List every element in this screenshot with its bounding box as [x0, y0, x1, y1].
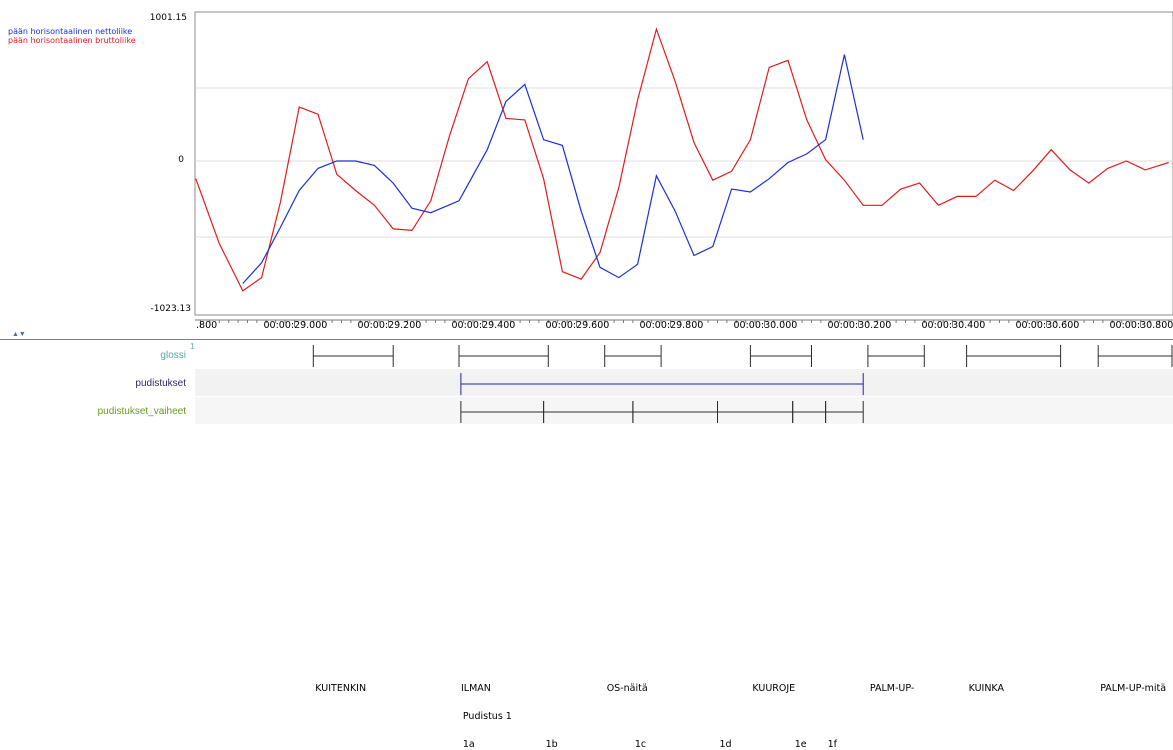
phase-annotation-label[interactable]: 1b: [546, 739, 558, 750]
gloss-annotation-label[interactable]: KUINKA: [969, 683, 1004, 694]
gloss-annotation-label[interactable]: OS-näitä: [607, 683, 648, 694]
phase-annotation-label[interactable]: 1d: [720, 739, 732, 750]
phase-annotation-label[interactable]: 1a: [463, 739, 475, 750]
time-ruler-label: 00:00:29.200: [358, 320, 422, 331]
gloss-annotation-label[interactable]: KUUROJE: [752, 683, 795, 694]
time-ruler-start-label: .800: [196, 320, 217, 331]
time-ruler-label: 00:00:30.800: [1110, 320, 1173, 331]
collapse-arrows-icon[interactable]: ▲▼: [12, 331, 26, 338]
phase-annotation-layer: [461, 401, 863, 423]
time-ruler-label: 00:00:30.600: [1016, 320, 1080, 331]
gloss-annotation-label[interactable]: ILMAN: [461, 683, 491, 694]
phase-annotation-label[interactable]: 1f: [828, 739, 837, 750]
gloss-annotation-label[interactable]: PALM-UP-: [870, 683, 914, 694]
line-chart: [0, 0, 1173, 339]
gloss-annotation-layer: [313, 345, 1172, 367]
pudistus-annotation-label[interactable]: Pudistus 1: [463, 711, 512, 722]
time-ruler-label: 00:00:29.600: [546, 320, 610, 331]
time-ruler-label: 00:00:30.400: [922, 320, 986, 331]
annotation-tiers: glossi pudistukset pudistukset_vaiheet 1…: [0, 339, 1173, 424]
phase-annotation-label[interactable]: 1c: [635, 739, 646, 750]
plot-frame: [195, 12, 1173, 315]
phase-annotation-label[interactable]: 1e: [795, 739, 807, 750]
time-ruler-label: 00:00:29.800: [640, 320, 704, 331]
tier-annotations-svg: [0, 339, 1173, 424]
time-ruler-label: 00:00:30.000: [734, 320, 798, 331]
gloss-annotation-label[interactable]: PALM-UP-mitä: [1100, 683, 1166, 694]
time-ruler-label: 00:00:29.000: [264, 320, 328, 331]
pudistus-annotation-layer: [461, 373, 863, 395]
timeseries-viewer: pään horisontaalinen nettoliike pään hor…: [0, 0, 1173, 339]
time-ruler-label: 00:00:29.400: [452, 320, 516, 331]
gloss-annotation-label[interactable]: KUITENKIN: [315, 683, 366, 694]
time-ruler-label: 00:00:30.200: [828, 320, 892, 331]
